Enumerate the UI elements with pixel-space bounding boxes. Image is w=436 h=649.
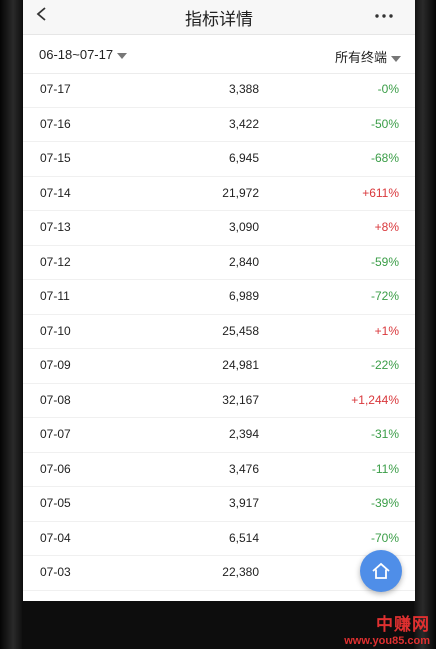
row-change: -68% (370, 151, 399, 165)
row-change: -39% (370, 496, 399, 510)
row-value: 6,514 (228, 530, 259, 545)
date-range-label: 06-18~07-17 (39, 47, 114, 62)
row-date: 07-02 (40, 600, 71, 602)
table-row: 07-09 24,981 -22% (23, 349, 415, 384)
row-date: 07-03 (40, 565, 71, 579)
phone-bezel-left (0, 0, 22, 649)
row-date: 07-11 (40, 289, 70, 303)
row-date: 07-08 (40, 392, 71, 407)
back-icon[interactable] (35, 7, 49, 21)
terminal-label: 所有终端 (334, 50, 387, 65)
row-value: 3,388 (228, 82, 259, 96)
row-value: 2,840 (228, 254, 259, 269)
table-row: 07-10 25,458 +1% (23, 315, 415, 349)
row-value: 7,519 (229, 600, 259, 602)
table-row: 07-03 22,380 +198% (23, 556, 415, 591)
row-change: +144% (361, 600, 399, 602)
table-row: 07-08 32,167 +1,244% (23, 384, 415, 418)
row-date: 07-15 (40, 151, 71, 165)
row-change: -31% (370, 427, 399, 441)
watermark-text: 中赚网 (376, 615, 430, 634)
row-value: 3,917 (228, 496, 259, 510)
row-date: 07-06 (40, 461, 71, 476)
row-change: -72% (370, 289, 399, 303)
row-change: -11% (371, 461, 399, 476)
table-row: 07-14 21,972 +611% (23, 177, 415, 211)
table-row: 07-02 7,519 +144% (23, 591, 415, 602)
row-value: 3,476 (228, 461, 259, 476)
table-row: 07-06 3,476 -11% (23, 453, 415, 487)
app-screen: 指标详情 06-18~07-17 所有终端 07-17 3,388 -0% 07… (23, 0, 415, 601)
row-date: 07-17 (40, 82, 71, 96)
page-title: 指标详情 (185, 10, 253, 29)
table-row: 07-04 6,514 -70% (23, 522, 415, 556)
table-row: 07-05 3,917 -39% (23, 487, 415, 522)
row-date: 07-16 (40, 116, 71, 131)
table-row: 07-13 3,090 +8% (23, 211, 415, 246)
more-icon[interactable] (375, 14, 393, 18)
site-watermark: 中赚网 www.you85.com (344, 610, 430, 647)
row-date: 07-10 (40, 323, 71, 338)
home-button[interactable] (360, 550, 402, 592)
table-row: 07-07 2,394 -31% (23, 418, 415, 453)
row-date: 07-12 (40, 254, 71, 269)
row-change: +8% (374, 220, 399, 234)
row-change: +1% (374, 323, 399, 338)
table-row: 07-12 2,840 -59% (23, 246, 415, 280)
row-value: 3,422 (228, 116, 259, 131)
watermark-url: www.you85.com (344, 635, 430, 647)
row-date: 07-04 (40, 530, 71, 545)
date-range-selector[interactable]: 06-18~07-17 (39, 47, 128, 62)
row-value: 6,945 (228, 151, 259, 165)
row-date: 07-05 (40, 496, 71, 510)
row-change: -0% (377, 82, 399, 96)
row-change: -59% (370, 254, 399, 269)
terminal-selector[interactable]: 所有终端 (335, 47, 401, 66)
metric-table: 07-17 3,388 -0% 07-16 3,422 -50% 07-15 6… (23, 73, 415, 601)
row-value: 32,167 (222, 392, 259, 407)
row-change: -50% (370, 116, 399, 131)
phone-bezel-right (414, 0, 436, 649)
caret-down-icon (117, 52, 128, 59)
table-row: 07-15 6,945 -68% (23, 142, 415, 177)
navigation-bar: 指标详情 (23, 0, 415, 35)
filter-bar: 06-18~07-17 所有终端 (23, 35, 415, 74)
row-value: 3,090 (228, 220, 259, 234)
row-value: 25,458 (222, 323, 259, 338)
row-date: 07-09 (40, 358, 71, 372)
row-change: -70% (370, 530, 399, 545)
row-date: 07-13 (40, 220, 71, 234)
row-value: 2,394 (228, 427, 259, 441)
table-row: 07-17 3,388 -0% (23, 73, 415, 108)
table-row: 07-16 3,422 -50% (23, 108, 415, 142)
row-value: 6,989 (228, 289, 259, 303)
caret-down-icon (391, 55, 401, 62)
home-icon (372, 562, 390, 579)
row-date: 07-14 (40, 185, 71, 200)
row-change: +1,244% (351, 392, 399, 407)
row-value: 24,981 (222, 358, 259, 372)
row-change: -22% (370, 358, 399, 372)
row-value: 21,972 (222, 185, 259, 200)
table-row: 07-11 6,989 -72% (23, 280, 415, 315)
row-date: 07-07 (40, 427, 71, 441)
row-change: +611% (362, 185, 399, 200)
row-value: 22,380 (222, 565, 259, 579)
